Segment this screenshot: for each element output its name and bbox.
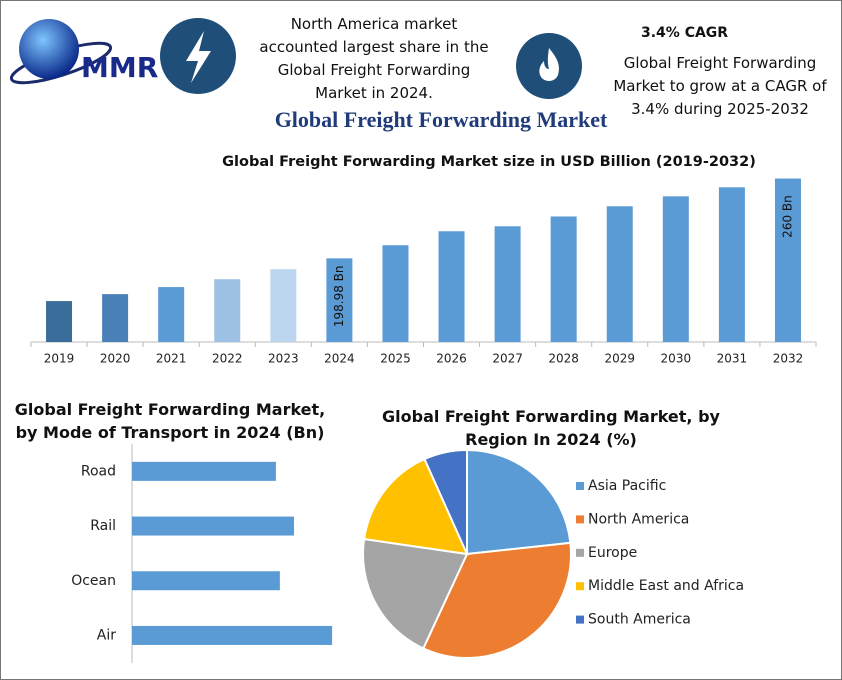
bar [718, 187, 745, 342]
legend-swatch [576, 615, 584, 624]
bar [606, 206, 633, 342]
bar [494, 226, 521, 342]
legend-label: North America [588, 511, 689, 527]
x-tick-label: 2031 [717, 352, 748, 366]
y-tick-label: Rail [90, 518, 116, 534]
y-tick-label: Air [97, 627, 116, 643]
pie-slice [423, 448, 468, 555]
x-tick-label: 2021 [156, 352, 187, 366]
logo-text: MMR [81, 51, 158, 84]
bar [662, 196, 689, 342]
legend-label: Middle East and Africa [588, 578, 744, 594]
x-tick-label: 2022 [212, 352, 243, 366]
legend-label: Europe [588, 545, 637, 561]
x-tick-label: 2030 [661, 352, 692, 366]
note: North America market accounted largest s… [259, 15, 489, 102]
x-tick-label: 2028 [548, 352, 579, 366]
cagr-text: Global Freight Forwarding Market to grow… [613, 54, 827, 118]
x-tick-label: 2024 [324, 352, 355, 366]
bolt-shape [186, 31, 211, 83]
pie-slice [362, 457, 469, 556]
chart-title: Global Freight Forwarding Market, by Reg… [382, 407, 720, 449]
bar [550, 216, 577, 342]
value-label: 198.98 Bn [332, 266, 346, 328]
chart-title: Global Freight Forwarding Market, by Mod… [14, 400, 326, 442]
x-tick-label: 2023 [268, 352, 299, 366]
x-tick-label: 2019 [44, 352, 75, 366]
bar [326, 258, 353, 342]
bar [270, 269, 297, 342]
y-tick-label: Road [81, 463, 116, 479]
bar [158, 287, 185, 342]
bar [132, 625, 333, 645]
legend-label: Asia Pacific [588, 478, 666, 494]
y-tick-label: Ocean [71, 573, 116, 589]
bar [214, 279, 241, 342]
x-tick-label: 2025 [380, 352, 411, 366]
bar [132, 516, 294, 536]
legend-swatch [576, 482, 584, 490]
legend-swatch [576, 548, 584, 557]
bar [382, 245, 409, 342]
logo-globe [19, 19, 79, 79]
legend-swatch [576, 582, 584, 591]
x-tick-label: 2032 [773, 352, 804, 366]
pie-slice [466, 448, 572, 556]
x-tick-label: 2027 [492, 352, 523, 366]
pie-slice [421, 541, 572, 659]
bar [774, 178, 801, 342]
bar [132, 461, 276, 481]
value-label: 260 Bn [780, 195, 794, 238]
bar [438, 231, 465, 342]
cagr-title: 3.4% CAGR [641, 25, 729, 41]
x-tick-label: 2020 [100, 352, 131, 366]
bar [102, 294, 129, 342]
legend-label: South America [588, 612, 691, 628]
legend-swatch [576, 515, 584, 524]
chart-title: Global Freight Forwarding Market size in… [222, 154, 756, 170]
x-tick-label: 2026 [436, 352, 467, 366]
main-title: Global Freight Forwarding Market [274, 107, 608, 132]
bar [46, 301, 73, 342]
pie-slice [362, 537, 469, 650]
x-tick-label: 2029 [604, 352, 635, 366]
bar [132, 571, 280, 591]
flame-shape [539, 48, 559, 81]
